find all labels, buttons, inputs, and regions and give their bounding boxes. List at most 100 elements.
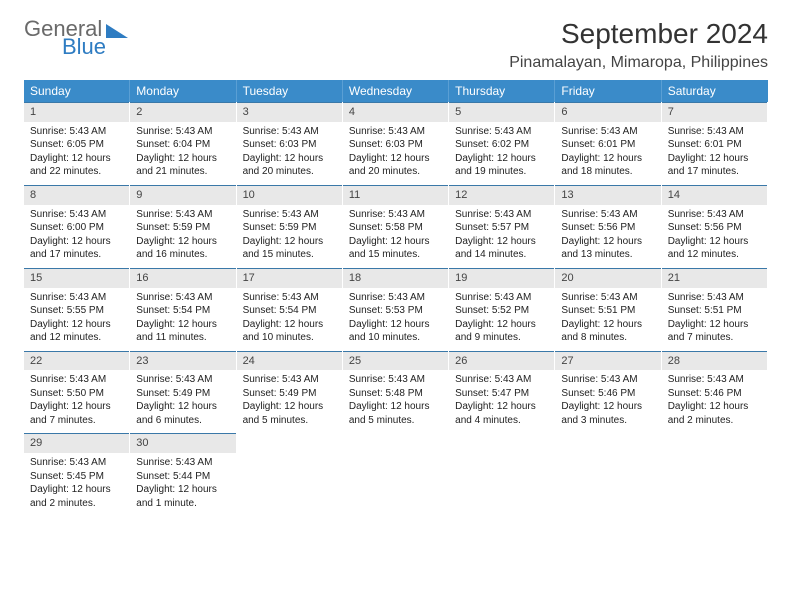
- day-body: Sunrise: 5:43 AMSunset: 5:46 PMDaylight:…: [555, 373, 660, 427]
- day-cell: 30 Sunrise: 5:43 AMSunset: 5:44 PMDayligh…: [130, 433, 236, 516]
- day-cell: 1 Sunrise: 5:43 AMSunset: 6:05 PMDaylight…: [24, 102, 130, 185]
- sunrise-line: Sunrise: 5:43 AM: [668, 208, 761, 222]
- daylight-line: Daylight: 12 hours and 16 minutes.: [136, 235, 229, 262]
- day-number: 4: [343, 102, 448, 122]
- title-block: September 2024 Pinamalayan, Mimaropa, Ph…: [509, 18, 768, 72]
- sunrise-line: Sunrise: 5:43 AM: [349, 373, 442, 387]
- daylight-line: Daylight: 12 hours and 15 minutes.: [349, 235, 442, 262]
- dow-cell: Monday: [130, 80, 236, 102]
- sunrise-line: Sunrise: 5:43 AM: [455, 373, 548, 387]
- sunset-line: Sunset: 5:52 PM: [455, 304, 548, 318]
- sunset-line: Sunset: 5:45 PM: [30, 470, 123, 484]
- day-body: Sunrise: 5:43 AMSunset: 5:46 PMDaylight:…: [662, 373, 767, 427]
- daylight-line: Daylight: 12 hours and 5 minutes.: [243, 400, 336, 427]
- week-row: 8Sunrise: 5:43 AMSunset: 6:00 PMDaylight…: [24, 185, 768, 268]
- week-row: 1Sunrise: 5:43 AMSunset: 6:05 PMDaylight…: [24, 102, 768, 185]
- daylight-line: Daylight: 12 hours and 2 minutes.: [30, 483, 123, 510]
- day-cell: 9Sunrise: 5:43 AMSunset: 5:59 PMDaylight…: [130, 185, 236, 268]
- day-body: Sunrise: 5:43 AMSunset: 5:54 PMDaylight:…: [237, 291, 342, 345]
- sunset-line: Sunset: 6:05 PM: [30, 138, 123, 152]
- daylight-line: Daylight: 12 hours and 12 minutes.: [668, 235, 761, 262]
- calendar: Sunday Monday Tuesday Wednesday Thursday…: [24, 80, 768, 516]
- day-body: Sunrise: 5:43 AMSunset: 5:56 PMDaylight:…: [662, 208, 767, 262]
- month-title: September 2024: [509, 18, 768, 50]
- day-number: 16: [130, 268, 235, 288]
- day-cell: 10Sunrise: 5:43 AMSunset: 5:59 PMDayligh…: [237, 185, 343, 268]
- daylight-line: Daylight: 12 hours and 15 minutes.: [243, 235, 336, 262]
- day-body: Sunrise: 5:43 AMSunset: 5:51 PMDaylight:…: [662, 291, 767, 345]
- sunset-line: Sunset: 6:02 PM: [455, 138, 548, 152]
- day-number: 3: [237, 102, 342, 122]
- day-number: 10: [237, 185, 342, 205]
- sunrise-line: Sunrise: 5:43 AM: [243, 373, 336, 387]
- day-number: 17: [237, 268, 342, 288]
- day-number: 20: [555, 268, 660, 288]
- sunrise-line: Sunrise: 5:43 AM: [349, 208, 442, 222]
- sunrise-line: Sunrise: 5:43 AM: [668, 125, 761, 139]
- day-body: Sunrise: 5:43 AMSunset: 5:54 PMDaylight:…: [130, 291, 235, 345]
- day-body: Sunrise: 5:43 AMSunset: 5:56 PMDaylight:…: [555, 208, 660, 262]
- sunrise-line: Sunrise: 5:43 AM: [349, 291, 442, 305]
- sunrise-line: Sunrise: 5:43 AM: [30, 373, 123, 387]
- sunset-line: Sunset: 5:46 PM: [668, 387, 761, 401]
- day-cell: 6Sunrise: 5:43 AMSunset: 6:01 PMDaylight…: [555, 102, 661, 185]
- sunrise-line: Sunrise: 5:43 AM: [30, 125, 123, 139]
- brand-logo: General Blue: [24, 18, 128, 58]
- sunset-line: Sunset: 5:54 PM: [243, 304, 336, 318]
- header: General Blue September 2024 Pinamalayan,…: [24, 18, 768, 72]
- daylight-line: Daylight: 12 hours and 9 minutes.: [455, 318, 548, 345]
- sunrise-line: Sunrise: 5:43 AM: [561, 208, 654, 222]
- sunrise-line: Sunrise: 5:43 AM: [455, 208, 548, 222]
- sunrise-line: Sunrise: 5:43 AM: [136, 456, 229, 470]
- sunrise-line: Sunrise: 5:43 AM: [455, 291, 548, 305]
- day-cell: 2Sunrise: 5:43 AMSunset: 6:04 PMDaylight…: [130, 102, 236, 185]
- day-number: 30: [130, 433, 235, 453]
- day-body: Sunrise: 5:43 AMSunset: 6:01 PMDaylight:…: [555, 125, 660, 179]
- day-cell: 29Sunrise: 5:43 AMSunset: 5:45 PMDayligh…: [24, 433, 130, 516]
- day-cell: 24Sunrise: 5:43 AMSunset: 5:49 PMDayligh…: [237, 351, 343, 434]
- week-row: 22Sunrise: 5:43 AMSunset: 5:50 PMDayligh…: [24, 351, 768, 434]
- dow-header-row: Sunday Monday Tuesday Wednesday Thursday…: [24, 80, 768, 102]
- day-cell: 7Sunrise: 5:43 AMSunset: 6:01 PMDaylight…: [662, 102, 768, 185]
- daylight-line: Daylight: 12 hours and 8 minutes.: [561, 318, 654, 345]
- day-cell: 5 Sunrise: 5:43 AMSunset: 6:02 PMDaylight…: [449, 102, 555, 185]
- sunset-line: Sunset: 5:57 PM: [455, 221, 548, 235]
- day-number: 11: [343, 185, 448, 205]
- weeks-container: 1Sunrise: 5:43 AMSunset: 6:05 PMDaylight…: [24, 102, 768, 516]
- day-number: 5: [449, 102, 554, 122]
- dow-cell: Wednesday: [343, 80, 449, 102]
- day-cell: [449, 433, 555, 516]
- day-body: Sunrise: 5:43 AMSunset: 6:05 PMDaylight:…: [24, 125, 129, 179]
- day-number: 22: [24, 351, 129, 371]
- day-number: 25: [343, 351, 448, 371]
- daylight-line: Daylight: 12 hours and 3 minutes.: [561, 400, 654, 427]
- day-cell: 17 Sunrise: 5:43 AMSunset: 5:54 PMDayligh…: [237, 268, 343, 351]
- sunset-line: Sunset: 5:59 PM: [243, 221, 336, 235]
- day-body: Sunrise: 5:43 AMSunset: 5:59 PMDaylight:…: [130, 208, 235, 262]
- daylight-line: Daylight: 12 hours and 17 minutes.: [30, 235, 123, 262]
- day-number: 8: [24, 185, 129, 205]
- sunrise-line: Sunrise: 5:43 AM: [243, 125, 336, 139]
- sunset-line: Sunset: 5:59 PM: [136, 221, 229, 235]
- day-number: 13: [555, 185, 660, 205]
- sunset-line: Sunset: 5:51 PM: [561, 304, 654, 318]
- day-cell: 11 Sunrise: 5:43 AMSunset: 5:58 PMDayligh…: [343, 185, 449, 268]
- day-number: 1: [24, 102, 129, 122]
- day-number: 21: [662, 268, 767, 288]
- sunset-line: Sunset: 5:48 PM: [349, 387, 442, 401]
- day-body: Sunrise: 5:43 AMSunset: 5:48 PMDaylight:…: [343, 373, 448, 427]
- daylight-line: Daylight: 12 hours and 4 minutes.: [455, 400, 548, 427]
- day-body: Sunrise: 5:43 AMSunset: 5:49 PMDaylight:…: [130, 373, 235, 427]
- day-cell: 23Sunrise: 5:43 AMSunset: 5:49 PMDayligh…: [130, 351, 236, 434]
- daylight-line: Daylight: 12 hours and 20 minutes.: [349, 152, 442, 179]
- day-cell: 8Sunrise: 5:43 AMSunset: 6:00 PMDaylight…: [24, 185, 130, 268]
- sunset-line: Sunset: 5:44 PM: [136, 470, 229, 484]
- dow-cell: Friday: [555, 80, 661, 102]
- daylight-line: Daylight: 12 hours and 6 minutes.: [136, 400, 229, 427]
- day-body: Sunrise: 5:43 AMSunset: 6:02 PMDaylight:…: [449, 125, 554, 179]
- daylight-line: Daylight: 12 hours and 18 minutes.: [561, 152, 654, 179]
- sunset-line: Sunset: 6:03 PM: [243, 138, 336, 152]
- day-cell: 19Sunrise: 5:43 AMSunset: 5:52 PMDayligh…: [449, 268, 555, 351]
- day-body: Sunrise: 5:43 AMSunset: 5:44 PMDaylight:…: [130, 456, 235, 510]
- sunset-line: Sunset: 5:58 PM: [349, 221, 442, 235]
